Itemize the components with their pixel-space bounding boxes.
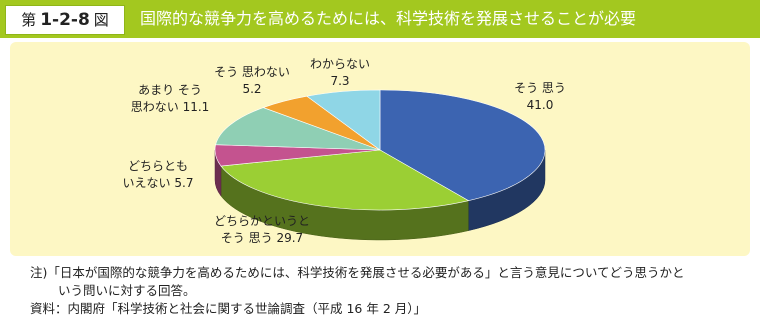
slice-label: あまり そう 思わない 11.1 bbox=[131, 82, 210, 116]
header: 第 1-2-8 図 国際的な競争力を高めるためには、科学技術を発展させることが必要 bbox=[0, 0, 760, 38]
slice bbox=[220, 149, 470, 211]
category-label: あまり そう 思わない bbox=[130, 83, 202, 114]
slice-label: そう 思う 41.0 bbox=[514, 80, 566, 114]
value-label: 29.7 bbox=[276, 231, 304, 245]
slice bbox=[379, 89, 546, 201]
value-label: 11.1 bbox=[182, 100, 210, 114]
slice bbox=[215, 107, 381, 151]
note: 注)「日本が国際的な競争力を高めるためには、科学技術を発展させる必要がある」と言… bbox=[30, 265, 685, 280]
slice-label: わからない 7.3 bbox=[310, 56, 370, 90]
slice-label: どちらかというと そう 思う 29.7 bbox=[214, 213, 310, 247]
figure-number: 1-2-8 bbox=[40, 10, 90, 30]
value-label: 7.3 bbox=[330, 74, 350, 88]
value-label: 5.7 bbox=[174, 176, 194, 190]
figure-prefix: 第 bbox=[21, 11, 37, 29]
note: いう問いに対する回答。 bbox=[58, 283, 196, 298]
category-label: どちらかというと そう 思う bbox=[213, 214, 311, 245]
category-label: どちらとも いえない bbox=[122, 159, 188, 190]
chart-title: 国際的な競争力を高めるためには、科学技術を発展させることが必要 bbox=[140, 9, 637, 28]
slice bbox=[306, 89, 381, 151]
category-label: そう 思わない bbox=[214, 65, 290, 79]
note: 資料：内閣府「科学技術と社会に関する世論調査（平成 16 年 2 月）」 bbox=[30, 301, 427, 316]
value-label: 5.2 bbox=[242, 82, 262, 96]
slice-label: そう 思わない 5.2 bbox=[214, 64, 290, 98]
figure-suffix: 図 bbox=[93, 11, 109, 29]
slice-label: どちらとも いえない 5.7 bbox=[123, 158, 194, 192]
figure-label: 第 1-2-8 図 bbox=[5, 5, 125, 35]
category-label: わからない bbox=[309, 57, 371, 71]
value-label: 41.0 bbox=[526, 98, 554, 112]
category-label: そう 思う bbox=[514, 81, 566, 95]
